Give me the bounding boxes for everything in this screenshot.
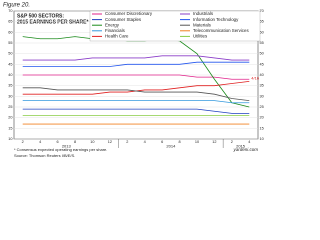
legend-label: Materials — [193, 22, 212, 27]
figure-label: Figure 20. — [3, 3, 30, 9]
legend-label: Consumer Staples — [105, 17, 142, 22]
annotation: 4/16 — [251, 75, 260, 80]
y-tick-label: 40 — [8, 73, 12, 77]
credit: yardeni.com — [232, 147, 258, 152]
source: Source: Thomson Reuters I/B/E/S. — [14, 153, 75, 158]
legend-label: Energy — [105, 22, 120, 27]
y-tick-label: 25 — [8, 105, 12, 109]
y-tick-label-right: 10 — [260, 137, 264, 141]
y-tick-label: 70 — [8, 9, 12, 13]
x-tick-label: 8 — [179, 140, 181, 144]
y-tick-label-right: 60 — [260, 30, 264, 34]
y-tick-label: 60 — [8, 30, 12, 34]
legend-box — [89, 10, 261, 42]
x-tick-label: 6 — [161, 140, 163, 144]
y-tick-label-right: 65 — [260, 20, 264, 24]
x-year-label: 2015 — [236, 144, 246, 149]
x-tick-label: 2 — [231, 140, 233, 144]
x-tick-label: 12 — [212, 140, 216, 144]
x-tick-label: 4 — [144, 140, 146, 144]
series-line — [22, 74, 250, 80]
series-line — [22, 108, 250, 114]
x-tick-label: 4 — [248, 140, 250, 144]
footnote: * Consensus expected operating earnings … — [14, 147, 107, 152]
y-tick-label-right: 35 — [260, 84, 264, 88]
series-line — [22, 81, 250, 95]
x-year-label: 2014 — [166, 144, 176, 149]
legend-label: Utilities — [193, 34, 208, 39]
x-tick-label: 12 — [108, 140, 112, 144]
series-line — [22, 100, 250, 104]
y-tick-label: 55 — [8, 41, 12, 45]
legend-label: Telecommunication Services — [193, 28, 249, 33]
y-tick-label-right: 45 — [260, 62, 264, 66]
y-tick-label: 15 — [8, 126, 12, 130]
chart-subtitle: 2015 EARNINGS PER SHARE* — [17, 19, 88, 25]
y-tick-label-right: 20 — [260, 116, 264, 120]
legend-label: Consumer Discretionary — [105, 11, 153, 16]
x-tick-label: 6 — [57, 140, 59, 144]
series-line — [22, 61, 250, 67]
legend-label: Financials — [105, 28, 126, 33]
legend-label: Information Technology — [193, 17, 239, 22]
y-tick-label-right: 50 — [260, 52, 264, 56]
y-tick-label: 10 — [8, 137, 12, 141]
x-tick-label: 2 — [126, 140, 128, 144]
y-tick-label-right: 25 — [260, 105, 264, 109]
y-tick-label: 35 — [8, 84, 12, 88]
y-tick-label-right: 30 — [260, 94, 264, 98]
legend-label: Industrials — [193, 11, 214, 16]
chart-title: S&P 500 SECTORS: — [17, 13, 64, 19]
y-tick-label: 65 — [8, 20, 12, 24]
y-tick-label-right: 55 — [260, 41, 264, 45]
y-tick-label: 45 — [8, 62, 12, 66]
series-line — [22, 87, 250, 101]
x-tick-label: 10 — [90, 140, 94, 144]
series-line — [22, 55, 250, 61]
y-tick-label: 20 — [8, 116, 12, 120]
y-tick-label: 50 — [8, 52, 12, 56]
x-tick-label: 10 — [195, 140, 199, 144]
legend-label: Health Care — [105, 34, 129, 39]
x-tick-label: 4 — [39, 140, 41, 144]
y-tick-label-right: 70 — [260, 9, 264, 13]
x-tick-label: 2 — [22, 140, 24, 144]
y-tick-label: 30 — [8, 94, 12, 98]
y-tick-label-right: 40 — [260, 73, 264, 77]
y-tick-label-right: 15 — [260, 126, 264, 130]
chart: Figure 20. S&P 500 SECTORS: 2015 EARNING… — [3, 3, 264, 158]
x-tick-label: 8 — [74, 140, 76, 144]
x-year-label: 2013 — [62, 144, 72, 149]
